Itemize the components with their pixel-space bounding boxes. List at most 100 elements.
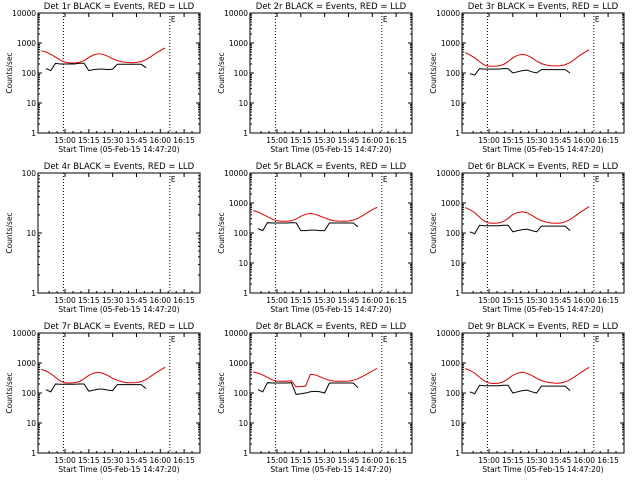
panel-title: Det 3r BLACK = Events, RED = LLD: [468, 2, 619, 12]
annotation-label: E: [595, 335, 600, 344]
y-tick-label: 10: [26, 99, 36, 108]
x-tick-label: 15:00: [54, 136, 76, 145]
y-axis-label: Counts/sec: [429, 212, 438, 253]
panel-title: Det 8r BLACK = Events, RED = LLD: [256, 322, 407, 332]
x-tick-label: 15:30: [526, 296, 548, 305]
x-tick-label: 15:15: [502, 296, 524, 305]
annotation-label: E: [383, 15, 388, 24]
x-tick-label: 15:45: [338, 296, 360, 305]
x-axis-label: Start Time (05-Feb-15 14:47:20): [270, 465, 391, 474]
y-tick-label: 10: [450, 99, 460, 108]
annotation-label: E: [595, 15, 600, 24]
x-tick-label: 15:45: [126, 456, 148, 465]
y-tick-label: 1000: [229, 359, 248, 368]
x-tick-label: 15:45: [338, 456, 360, 465]
x-tick-label: 16:15: [173, 296, 195, 305]
y-tick-label: 100: [234, 389, 249, 398]
panel-title: Det 4r BLACK = Events, RED = LLD: [44, 162, 195, 172]
y-tick-label: 10: [450, 419, 460, 428]
x-axis-label: Start Time (05-Feb-15 14:47:20): [58, 145, 179, 154]
panel-title: Det 5r BLACK = Events, RED = LLD: [256, 162, 407, 172]
y-tick-label: 1: [455, 289, 460, 298]
y-tick-label: 10000: [12, 9, 36, 18]
series-lld-line: [464, 49, 590, 67]
y-tick-label: 10000: [436, 329, 460, 338]
x-tick-label: 15:00: [266, 136, 288, 145]
x-tick-label: 15:15: [502, 136, 524, 145]
series-events-line: [45, 62, 147, 72]
x-tick-label: 16:15: [385, 136, 407, 145]
y-tick-label: 10: [26, 229, 36, 238]
y-tick-label: 10: [238, 99, 248, 108]
y-tick-label: 1: [455, 449, 460, 458]
y-axis-label: Counts/sec: [217, 52, 226, 93]
x-tick-label: 16:00: [573, 136, 595, 145]
x-tick-label: 15:30: [102, 136, 124, 145]
series-lld-line: [465, 366, 590, 385]
x-tick-label: 15:00: [478, 296, 500, 305]
x-tick-label: 16:15: [385, 296, 407, 305]
x-tick-label: 15:15: [290, 296, 312, 305]
x-tick-label: 16:00: [149, 456, 171, 465]
y-axis-label: Counts/sec: [5, 212, 14, 253]
annotation-label: E: [383, 175, 388, 184]
y-axis-label: Counts/sec: [217, 372, 226, 413]
x-tick-label: 16:00: [361, 136, 383, 145]
x-tick-label: 15:00: [478, 136, 500, 145]
x-tick-label: 15:00: [266, 296, 288, 305]
series-events-line: [469, 68, 571, 76]
y-tick-label: 1: [243, 129, 248, 138]
y-tick-label: 10: [238, 419, 248, 428]
x-tick-label: 16:15: [597, 296, 619, 305]
x-tick-label: 15:00: [266, 456, 288, 465]
y-axis-label: Counts/sec: [429, 372, 438, 413]
panel-title: Det 6r BLACK = Events, RED = LLD: [468, 162, 619, 172]
x-tick-label: 15:00: [54, 456, 76, 465]
panel-title: Det 7r BLACK = Events, RED = LLD: [44, 322, 195, 332]
x-tick-label: 16:15: [173, 456, 195, 465]
x-tick-label: 15:30: [314, 136, 336, 145]
panel-7: Det 7r BLACK = Events, RED = LLD E 15:00 15…: [5, 322, 201, 474]
x-axis-label: Start Time (05-Feb-15 14:47:20): [482, 145, 603, 154]
panel-title: Det 9r BLACK = Events, RED = LLD: [468, 322, 619, 332]
y-tick-label: 1: [243, 289, 248, 298]
y-axis-label: Counts/sec: [429, 52, 438, 93]
y-tick-label: 1000: [441, 39, 460, 48]
y-tick-label: 10: [450, 259, 460, 268]
x-tick-label: 15:45: [550, 456, 572, 465]
y-tick-label: 1000: [441, 359, 460, 368]
x-tick-label: 15:30: [314, 296, 336, 305]
x-axis-label: Start Time (05-Feb-15 14:47:20): [482, 465, 603, 474]
x-axis-label: Start Time (05-Feb-15 14:47:20): [58, 465, 179, 474]
x-tick-label: 15:15: [78, 296, 100, 305]
x-tick-label: 16:00: [361, 456, 383, 465]
x-tick-label: 16:00: [149, 296, 171, 305]
x-axis-label: Start Time (05-Feb-15 14:47:20): [270, 145, 391, 154]
series-events-line: [45, 383, 147, 393]
x-tick-label: 16:15: [597, 136, 619, 145]
x-tick-label: 15:30: [314, 456, 336, 465]
annotation-label: E: [171, 335, 176, 344]
x-tick-label: 16:00: [361, 296, 383, 305]
y-tick-label: 1: [31, 289, 36, 298]
y-tick-label: 1000: [229, 199, 248, 208]
series-events-line: [469, 224, 571, 235]
series-lld-line: [253, 367, 378, 388]
y-tick-label: 100: [22, 169, 37, 178]
annotation-label: E: [595, 175, 600, 184]
x-axis-label: Start Time (05-Feb-15 14:47:20): [270, 305, 391, 314]
series-events-line: [257, 222, 359, 232]
y-tick-label: 1000: [17, 39, 36, 48]
x-tick-label: 15:45: [550, 136, 572, 145]
y-tick-label: 1: [455, 129, 460, 138]
x-tick-label: 15:15: [502, 456, 524, 465]
y-tick-label: 10000: [436, 169, 460, 178]
series-events-line: [469, 384, 571, 395]
y-tick-label: 100: [446, 69, 461, 78]
